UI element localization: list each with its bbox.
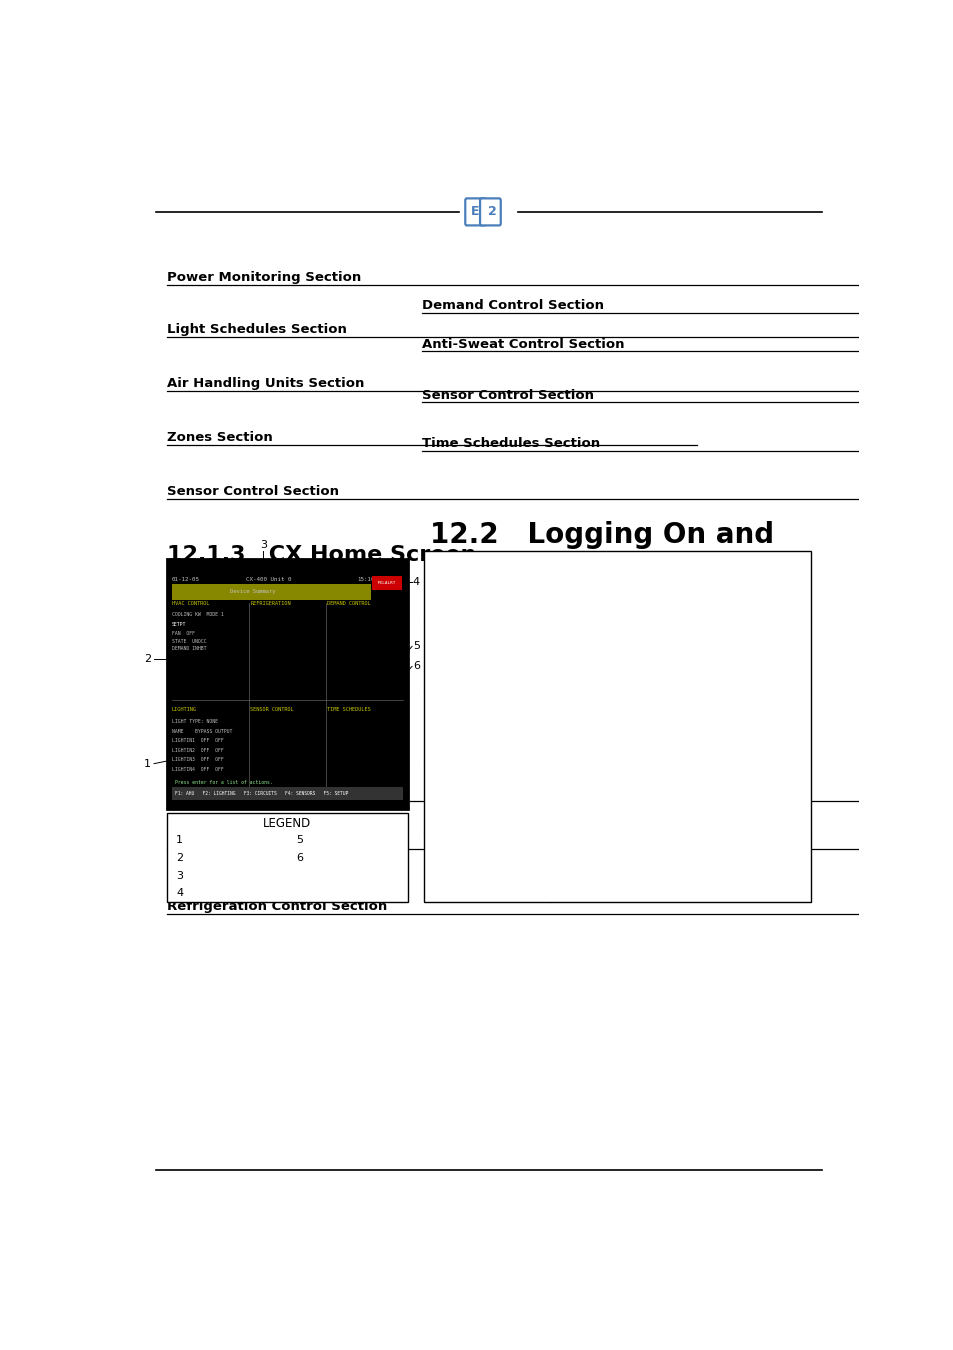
Text: LIGHTIN4  OFF  OFF: LIGHTIN4 OFF OFF xyxy=(172,767,223,771)
Text: TIME SCHEDULES: TIME SCHEDULES xyxy=(327,707,370,713)
Text: DEMAND INHBT: DEMAND INHBT xyxy=(172,645,206,651)
Text: 2: 2 xyxy=(488,205,497,219)
FancyBboxPatch shape xyxy=(167,813,407,902)
FancyBboxPatch shape xyxy=(172,585,371,599)
Text: CX-400 Unit 0: CX-400 Unit 0 xyxy=(246,576,291,582)
FancyBboxPatch shape xyxy=(167,559,407,809)
Text: LEGEND: LEGEND xyxy=(263,817,312,830)
Text: 5: 5 xyxy=(413,641,419,652)
Text: LIGHTIN3  OFF  OFF: LIGHTIN3 OFF OFF xyxy=(172,757,223,761)
Text: LIGHTING: LIGHTING xyxy=(172,707,196,713)
Text: Zones Section: Zones Section xyxy=(167,431,273,444)
Text: COOLING KW  MODE 1: COOLING KW MODE 1 xyxy=(172,613,223,617)
FancyBboxPatch shape xyxy=(372,576,401,590)
FancyBboxPatch shape xyxy=(423,551,810,902)
Text: Power Monitoring Section: Power Monitoring Section xyxy=(167,271,361,284)
Text: 3: 3 xyxy=(259,540,267,549)
Text: SETPT: SETPT xyxy=(172,622,186,626)
Text: Device Summary: Device Summary xyxy=(230,589,274,594)
Text: Sensor Control Section: Sensor Control Section xyxy=(167,485,339,498)
Text: 15:10:13: 15:10:13 xyxy=(356,576,384,582)
Text: 3: 3 xyxy=(176,871,183,880)
Text: SENSOR CONTROL: SENSOR CONTROL xyxy=(251,707,294,713)
Text: MILALRT: MILALRT xyxy=(377,580,395,585)
Text: STATE  UNOCC: STATE UNOCC xyxy=(172,639,206,644)
Text: F1: AHU   F2: LIGHTING   F3: CIRCUITS   F4: SENSORS   F5: SETUP: F1: AHU F2: LIGHTING F3: CIRCUITS F4: SE… xyxy=(174,791,348,796)
Text: HVAC Control Section: HVAC Control Section xyxy=(167,836,328,849)
Text: 1: 1 xyxy=(176,836,183,845)
FancyBboxPatch shape xyxy=(465,198,485,225)
Text: 6: 6 xyxy=(296,853,303,863)
Text: 6: 6 xyxy=(413,662,419,671)
Text: Light Schedules Section: Light Schedules Section xyxy=(167,323,347,336)
Text: LIGHT TYPE: NONE: LIGHT TYPE: NONE xyxy=(172,720,217,724)
Text: Press enter for a list of actions.: Press enter for a list of actions. xyxy=(174,779,273,784)
Text: Lighting Control Section: Lighting Control Section xyxy=(167,788,349,801)
Text: Refrigeration Control Section: Refrigeration Control Section xyxy=(167,900,387,913)
Text: Anti-Sweat Control Section: Anti-Sweat Control Section xyxy=(422,338,624,351)
Text: FAN  OFF: FAN OFF xyxy=(172,632,194,636)
Text: 1: 1 xyxy=(144,759,151,768)
Text: 2: 2 xyxy=(176,853,183,863)
FancyBboxPatch shape xyxy=(172,787,403,801)
Text: LIGHTIN2  OFF  OFF: LIGHTIN2 OFF OFF xyxy=(172,748,223,752)
Text: REFRIGERATION: REFRIGERATION xyxy=(251,601,291,606)
Text: 12.2   Logging On and: 12.2 Logging On and xyxy=(429,521,773,548)
Text: DEMAND CONTROL: DEMAND CONTROL xyxy=(327,601,370,606)
Text: Sensor Control Section: Sensor Control Section xyxy=(422,389,594,401)
Text: E: E xyxy=(471,205,479,219)
Text: 01-12-05: 01-12-05 xyxy=(172,576,199,582)
Text: 4: 4 xyxy=(413,576,419,586)
Text: Time Schedules Section: Time Schedules Section xyxy=(422,437,599,451)
Text: HVAC CONTROL: HVAC CONTROL xyxy=(172,601,209,606)
Text: 4: 4 xyxy=(176,888,183,898)
Text: 5: 5 xyxy=(296,836,303,845)
Text: NAME    BYPASS OUTPUT: NAME BYPASS OUTPUT xyxy=(172,729,232,733)
Text: Air Handling Units Section: Air Handling Units Section xyxy=(167,377,364,390)
Text: LIGHTIN1  OFF  OFF: LIGHTIN1 OFF OFF xyxy=(172,738,223,742)
Text: Demand Control Section: Demand Control Section xyxy=(422,300,604,312)
FancyBboxPatch shape xyxy=(479,198,500,225)
Text: 2: 2 xyxy=(144,653,151,664)
Text: 12.1.3   CX Home Screen: 12.1.3 CX Home Screen xyxy=(167,544,476,564)
Text: Access Levels: Access Levels xyxy=(429,564,645,593)
